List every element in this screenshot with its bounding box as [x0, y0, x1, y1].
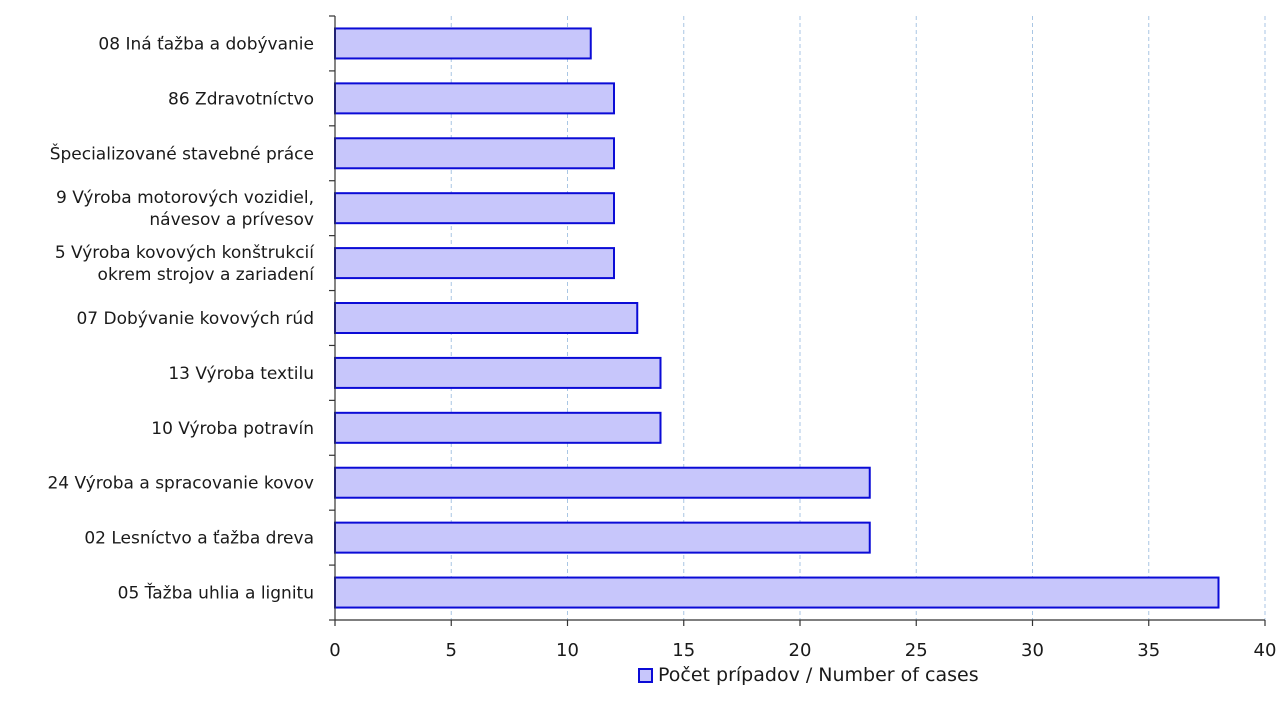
category-label: návesov a prívesov	[149, 210, 314, 230]
legend-swatch	[638, 667, 653, 683]
x-tick-label: 20	[789, 640, 812, 660]
category-label: 05 Ťažba uhlia a lignitu	[118, 582, 314, 604]
x-tick-label: 35	[1137, 640, 1160, 660]
bar	[334, 192, 615, 225]
category-label: 07 Dobývanie kovových rúd	[76, 309, 314, 329]
bar-chart: 08 Iná ťažba a dobývanie 86 Zdravotníctvo…	[47, 15, 1276, 660]
x-tick-label: 30	[1021, 640, 1044, 660]
category-label: 5 Výroba kovových konštrukcií	[55, 243, 315, 263]
x-tick-label: 15	[672, 640, 695, 660]
bar	[334, 247, 615, 280]
bars	[334, 27, 1220, 609]
category-label: 13 Výroba textilu	[168, 364, 314, 384]
category-label: 9 Výroba motorových vozidiel,	[56, 188, 314, 208]
category-label: Špecializované stavebné práce	[50, 142, 314, 164]
legend-label: Počet prípadov / Number of cases	[658, 664, 979, 686]
bar	[334, 82, 615, 115]
bar	[334, 411, 662, 444]
bar	[334, 576, 1220, 609]
bar	[334, 521, 871, 554]
bar	[334, 27, 592, 60]
x-tick-label: 40	[1254, 640, 1277, 660]
category-label: okrem strojov a zariadení	[98, 265, 316, 285]
legend: Počet prípadov / Number of cases	[638, 664, 979, 686]
bar	[334, 356, 662, 389]
category-labels: 08 Iná ťažba a dobývanie 86 Zdravotníctvo…	[47, 34, 315, 603]
x-tick-label: 5	[446, 640, 457, 660]
category-label: 24 Výroba a spracovanie kovov	[47, 474, 314, 494]
category-label: 02 Lesníctvo a ťažba dreva	[84, 529, 314, 549]
x-tick-label: 10	[556, 640, 579, 660]
category-label: 08 Iná ťažba a dobývanie	[98, 34, 314, 54]
axes	[329, 15, 1266, 626]
x-tick-label: 0	[329, 640, 340, 660]
bar	[334, 466, 871, 499]
bar	[334, 302, 639, 334]
category-label: 10 Výroba potravín	[151, 419, 314, 439]
bar	[334, 137, 615, 170]
x-tick-label: 25	[905, 640, 928, 660]
x-tick-labels: 0 5 10 15 20 25 30 35 40	[329, 640, 1276, 660]
category-label: 86 Zdravotníctvo	[168, 89, 314, 109]
